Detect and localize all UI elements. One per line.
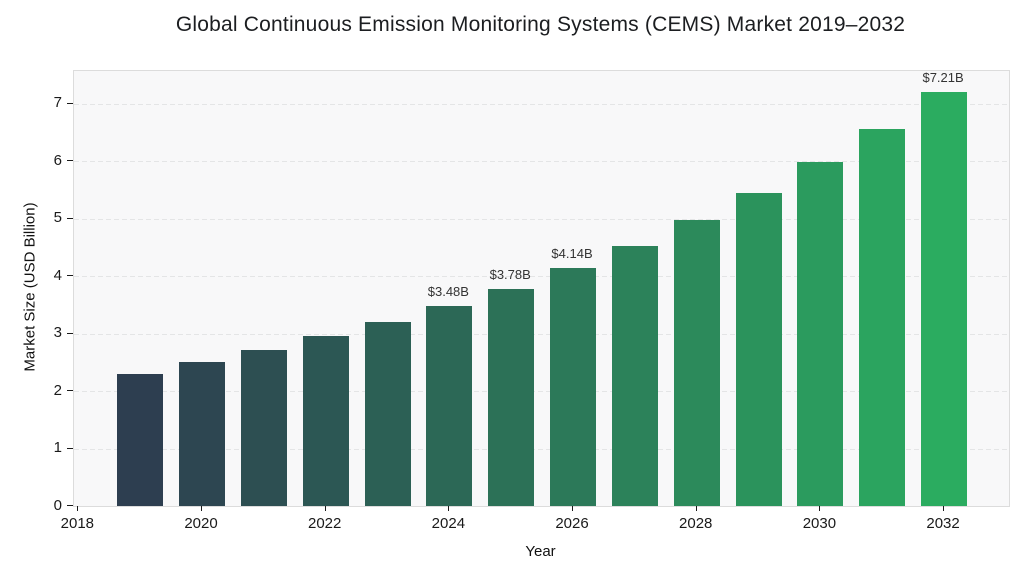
x-tick-mark-2022 xyxy=(324,506,326,511)
bar-2032 xyxy=(921,91,968,506)
bar-2025 xyxy=(488,288,535,506)
y-tick-mark-7 xyxy=(67,102,73,104)
bar-2030 xyxy=(797,162,844,506)
y-tick-label-1: 1 xyxy=(53,439,62,457)
x-tick-label-2032: 2032 xyxy=(926,515,960,532)
bar-2024 xyxy=(426,306,473,506)
gridline-y-6 xyxy=(74,161,1009,163)
y-axis-title: Market Size (USD Billion) xyxy=(21,202,39,372)
x-tick-mark-2030 xyxy=(819,506,821,511)
gridline-y-3 xyxy=(74,333,1009,335)
bar-2027 xyxy=(611,245,658,506)
x-tick-mark-2018 xyxy=(77,506,79,511)
y-tick-label-5: 5 xyxy=(53,209,62,227)
gridline-y-2 xyxy=(74,391,1009,393)
y-tick-label-0: 0 xyxy=(53,496,62,514)
x-tick-mark-2020 xyxy=(201,506,202,511)
x-tick-mark-2024 xyxy=(448,506,450,511)
bar-2022 xyxy=(302,336,349,506)
bar-2028 xyxy=(673,220,720,506)
x-tick-mark-2032 xyxy=(943,506,945,511)
bar-2031 xyxy=(859,129,906,506)
bar-2029 xyxy=(735,192,782,506)
y-tick-mark-1 xyxy=(67,447,73,449)
plot-area xyxy=(73,70,1010,507)
y-tick-mark-2 xyxy=(67,390,73,392)
bar-value-label-2024: $3.48B xyxy=(427,284,469,300)
bar-2019 xyxy=(117,373,164,506)
x-tick-label-2026: 2026 xyxy=(555,515,589,532)
x-tick-mark-2028 xyxy=(695,506,697,511)
y-tick-mark-6 xyxy=(67,160,73,162)
bar-2026 xyxy=(550,268,597,506)
x-tick-label-2030: 2030 xyxy=(802,515,837,532)
bar-value-label-2025: $3.78B xyxy=(489,266,531,282)
gridline-y-4 xyxy=(74,276,1009,278)
y-tick-label-3: 3 xyxy=(53,324,62,342)
y-tick-mark-3 xyxy=(67,332,73,334)
chart-title: Global Continuous Emission Monitoring Sy… xyxy=(175,13,906,36)
gridline-y-5 xyxy=(74,218,1009,220)
bar-value-label-2026: $4.14B xyxy=(551,246,593,262)
y-tick-mark-4 xyxy=(67,275,73,277)
y-tick-label-6: 6 xyxy=(53,151,62,169)
y-tick-mark-5 xyxy=(67,217,73,219)
y-tick-mark-0 xyxy=(67,505,73,506)
x-tick-label-2022: 2022 xyxy=(307,515,342,532)
bar-2020 xyxy=(179,362,225,506)
x-tick-label-2018: 2018 xyxy=(60,515,95,532)
x-axis-title: Year xyxy=(525,543,556,560)
x-tick-label-2024: 2024 xyxy=(431,515,466,532)
bar-2023 xyxy=(364,322,411,506)
y-tick-label-4: 4 xyxy=(53,266,62,284)
x-tick-label-2020: 2020 xyxy=(184,515,218,532)
x-tick-mark-2026 xyxy=(572,506,574,511)
gridline-y-7 xyxy=(74,103,1009,105)
bar-value-label-2032: $7.21B xyxy=(922,69,964,85)
gridline-y-1 xyxy=(74,448,1009,450)
y-tick-label-2: 2 xyxy=(53,381,62,399)
bar-2021 xyxy=(240,350,287,506)
y-tick-label-7: 7 xyxy=(53,94,62,112)
x-tick-label-2028: 2028 xyxy=(679,515,713,532)
